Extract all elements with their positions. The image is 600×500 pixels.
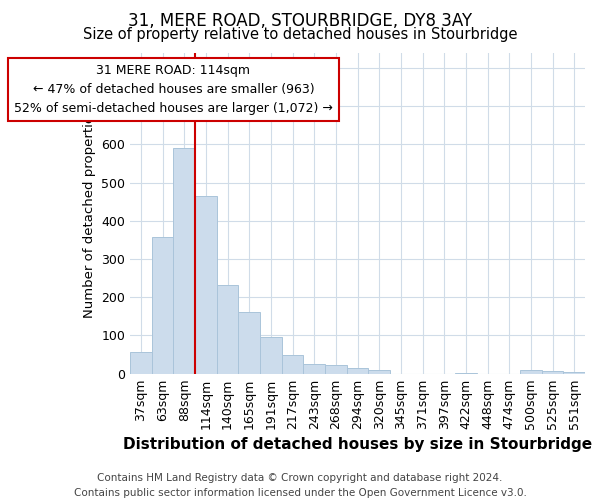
Bar [152,237,173,374]
Bar [563,372,585,374]
Bar [325,366,347,374]
Bar [130,352,152,374]
Bar [347,368,368,374]
Bar [217,285,238,374]
Y-axis label: Number of detached properties: Number of detached properties [83,108,96,318]
Text: Contains HM Land Registry data © Crown copyright and database right 2024.
Contai: Contains HM Land Registry data © Crown c… [74,472,526,498]
Bar [542,370,563,374]
Bar [282,356,304,374]
Text: Size of property relative to detached houses in Stourbridge: Size of property relative to detached ho… [83,28,517,42]
Bar [260,338,282,374]
Bar [238,312,260,374]
X-axis label: Distribution of detached houses by size in Stourbridge: Distribution of detached houses by size … [123,438,592,452]
Bar [173,148,195,374]
Bar [368,370,390,374]
Bar [304,364,325,374]
Bar [195,196,217,374]
Bar [455,372,477,374]
Text: 31, MERE ROAD, STOURBRIDGE, DY8 3AY: 31, MERE ROAD, STOURBRIDGE, DY8 3AY [128,12,472,30]
Bar [520,370,542,374]
Text: 31 MERE ROAD: 114sqm
← 47% of detached houses are smaller (963)
52% of semi-deta: 31 MERE ROAD: 114sqm ← 47% of detached h… [14,64,333,115]
